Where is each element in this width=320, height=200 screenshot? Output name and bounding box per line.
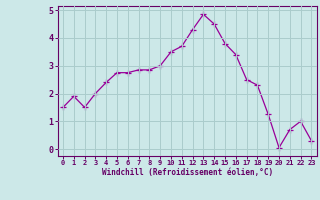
- X-axis label: Windchill (Refroidissement éolien,°C): Windchill (Refroidissement éolien,°C): [102, 168, 273, 177]
